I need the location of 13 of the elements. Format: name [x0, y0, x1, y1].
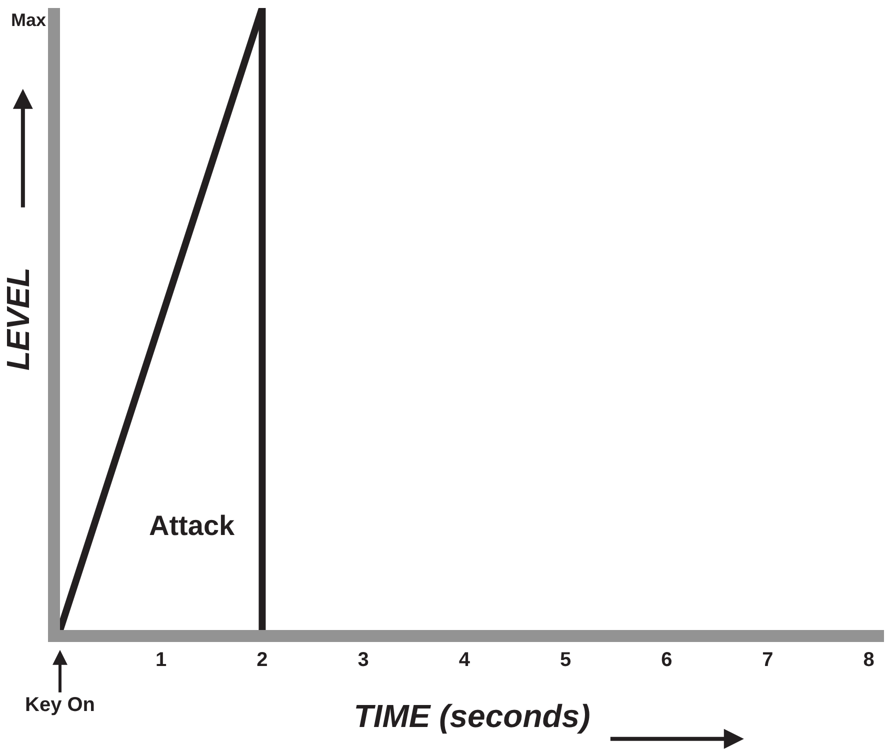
text: Max — [11, 10, 46, 30]
text: Key On — [25, 694, 96, 716]
x-tick-label: 3 — [358, 649, 369, 671]
x-tick-label: 2 — [256, 649, 268, 671]
y-axis-title: LEVEL — [0, 267, 36, 371]
annotation: Attack — [149, 510, 236, 541]
x-tick-label: 1 — [156, 649, 167, 671]
x-tick-label: 7 — [762, 649, 774, 671]
x-tick-label: 8 — [863, 649, 874, 671]
x-axis-title: TIME (seconds) — [354, 698, 590, 734]
x-tick-label: 4 — [458, 649, 471, 671]
x-tick-label: 6 — [661, 649, 672, 671]
x-tick-label: 5 — [560, 649, 572, 671]
